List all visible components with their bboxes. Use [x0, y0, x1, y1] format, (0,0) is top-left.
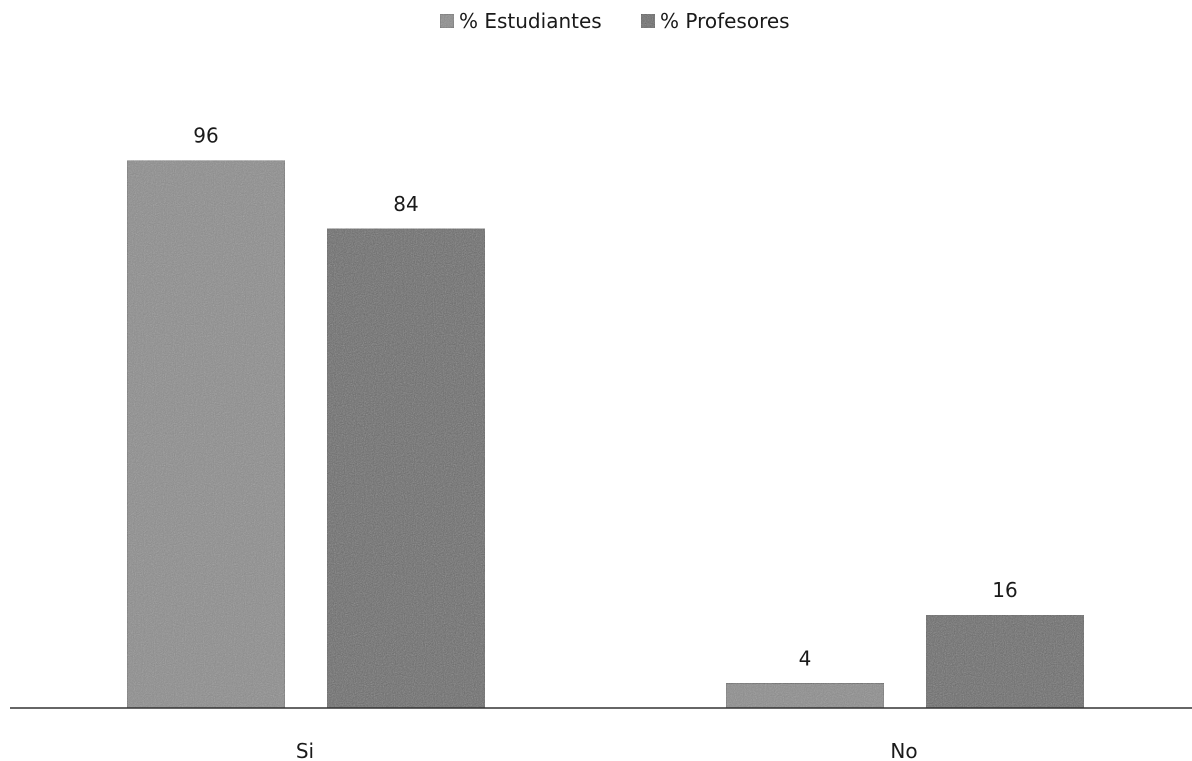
- bar-estudiantes-no: [725, 682, 885, 709]
- data-label-estudiantes-si: 96: [193, 124, 218, 148]
- legend-label-0: % Estudiantes: [459, 9, 602, 33]
- legend-swatch-0: [439, 13, 455, 29]
- data-label-profesores-si: 84: [393, 192, 418, 216]
- data-label-estudiantes-no: 4: [799, 646, 812, 670]
- bars-group: [126, 160, 1085, 709]
- data-label-profesores-no: 16: [992, 578, 1017, 602]
- x-tick-labels: Si No: [296, 739, 918, 761]
- bar-profesores-no: [925, 614, 1085, 709]
- data-labels-group: 96 84 4 16: [193, 124, 1017, 671]
- legend-label-1: % Profesores: [660, 9, 790, 33]
- bar-profesores-si: [326, 228, 486, 709]
- bar-estudiantes-si: [126, 160, 286, 709]
- x-tick-label-si: Si: [296, 739, 314, 761]
- x-tick-label-no: No: [890, 739, 917, 761]
- legend-swatch-1: [640, 13, 656, 29]
- legend: % Estudiantes % Profesores: [439, 9, 790, 33]
